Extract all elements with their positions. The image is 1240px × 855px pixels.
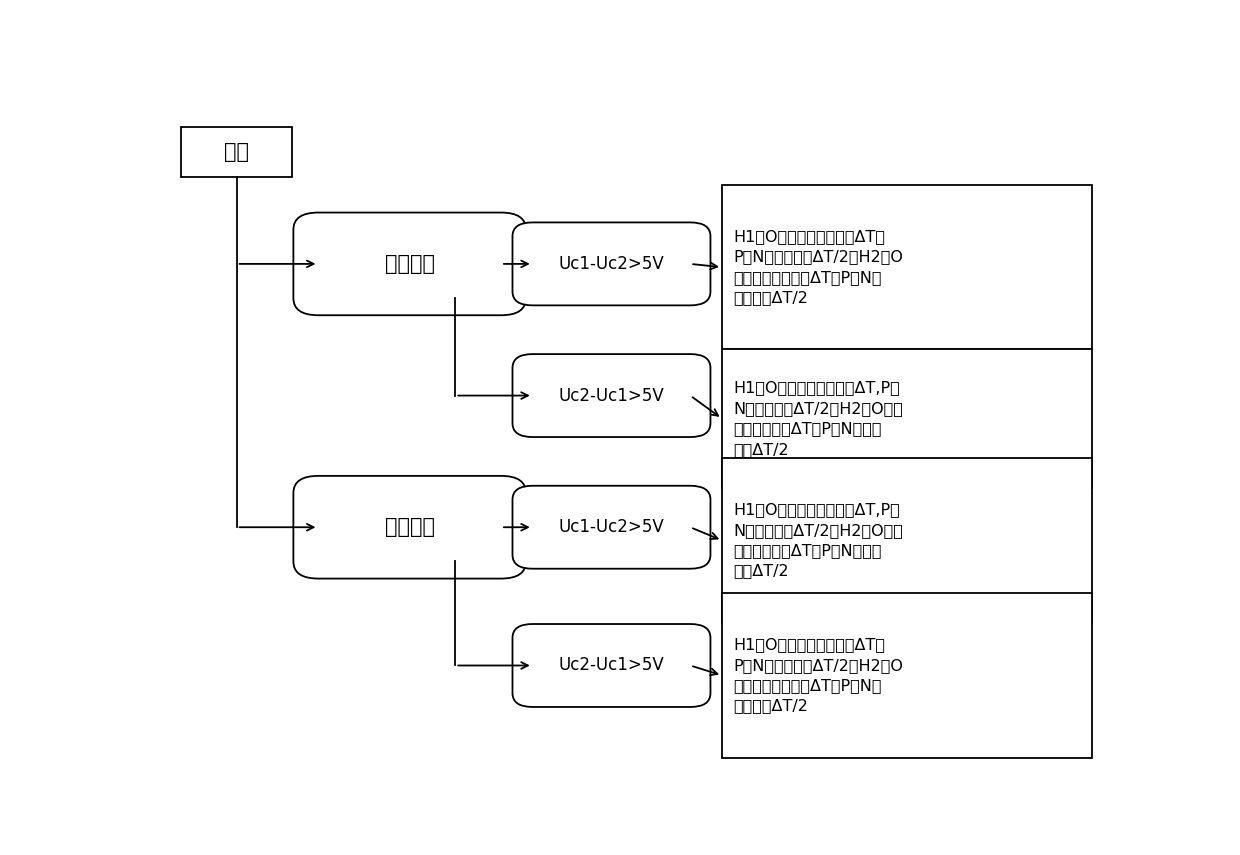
Text: H1的O状态作用时间减小ΔT，
P、N状态各增加ΔT/2；H2的O
状态作用时间增加ΔT，P、N状
态各减小ΔT/2: H1的O状态作用时间减小ΔT， P、N状态各增加ΔT/2；H2的O 状态作用时间…: [734, 229, 904, 305]
Text: 电池充电: 电池充电: [384, 254, 435, 274]
Text: Uc2-Uc1>5V: Uc2-Uc1>5V: [558, 386, 665, 404]
Bar: [722, 458, 1092, 622]
Text: Uc1-Uc2>5V: Uc1-Uc2>5V: [558, 518, 665, 536]
FancyBboxPatch shape: [512, 222, 711, 305]
FancyBboxPatch shape: [294, 213, 526, 315]
Text: H1的O状态作用时间增加ΔT,P、
N状态各减小ΔT/2；H2的O状态
作用时间减小ΔT，P、N状态各
增加ΔT/2: H1的O状态作用时间增加ΔT,P、 N状态各减小ΔT/2；H2的O状态 作用时间…: [734, 380, 904, 457]
Text: Uc2-Uc1>5V: Uc2-Uc1>5V: [558, 657, 665, 675]
Bar: [722, 185, 1092, 350]
Text: H1的O状态作用时间增加ΔT,P、
N状态各减小ΔT/2；H2的O状态
作用时间减小ΔT，P、N状态各
增加ΔT/2: H1的O状态作用时间增加ΔT,P、 N状态各减小ΔT/2；H2的O状态 作用时间…: [734, 502, 904, 579]
Bar: [722, 350, 1092, 487]
Bar: [722, 593, 1092, 758]
FancyBboxPatch shape: [512, 624, 711, 707]
FancyBboxPatch shape: [294, 476, 526, 579]
FancyBboxPatch shape: [512, 486, 711, 569]
Text: H1的O状态作用时间减小ΔT，
P、N状态各增加ΔT/2；H2的O
状态作用时间增加ΔT，P、N状
态各减小ΔT/2: H1的O状态作用时间减小ΔT， P、N状态各增加ΔT/2；H2的O 状态作用时间…: [734, 637, 904, 713]
Bar: [181, 127, 291, 177]
Text: 启动: 启动: [224, 142, 249, 162]
FancyBboxPatch shape: [512, 354, 711, 437]
Text: 电池放电: 电池放电: [384, 517, 435, 537]
Text: Uc1-Uc2>5V: Uc1-Uc2>5V: [558, 255, 665, 273]
